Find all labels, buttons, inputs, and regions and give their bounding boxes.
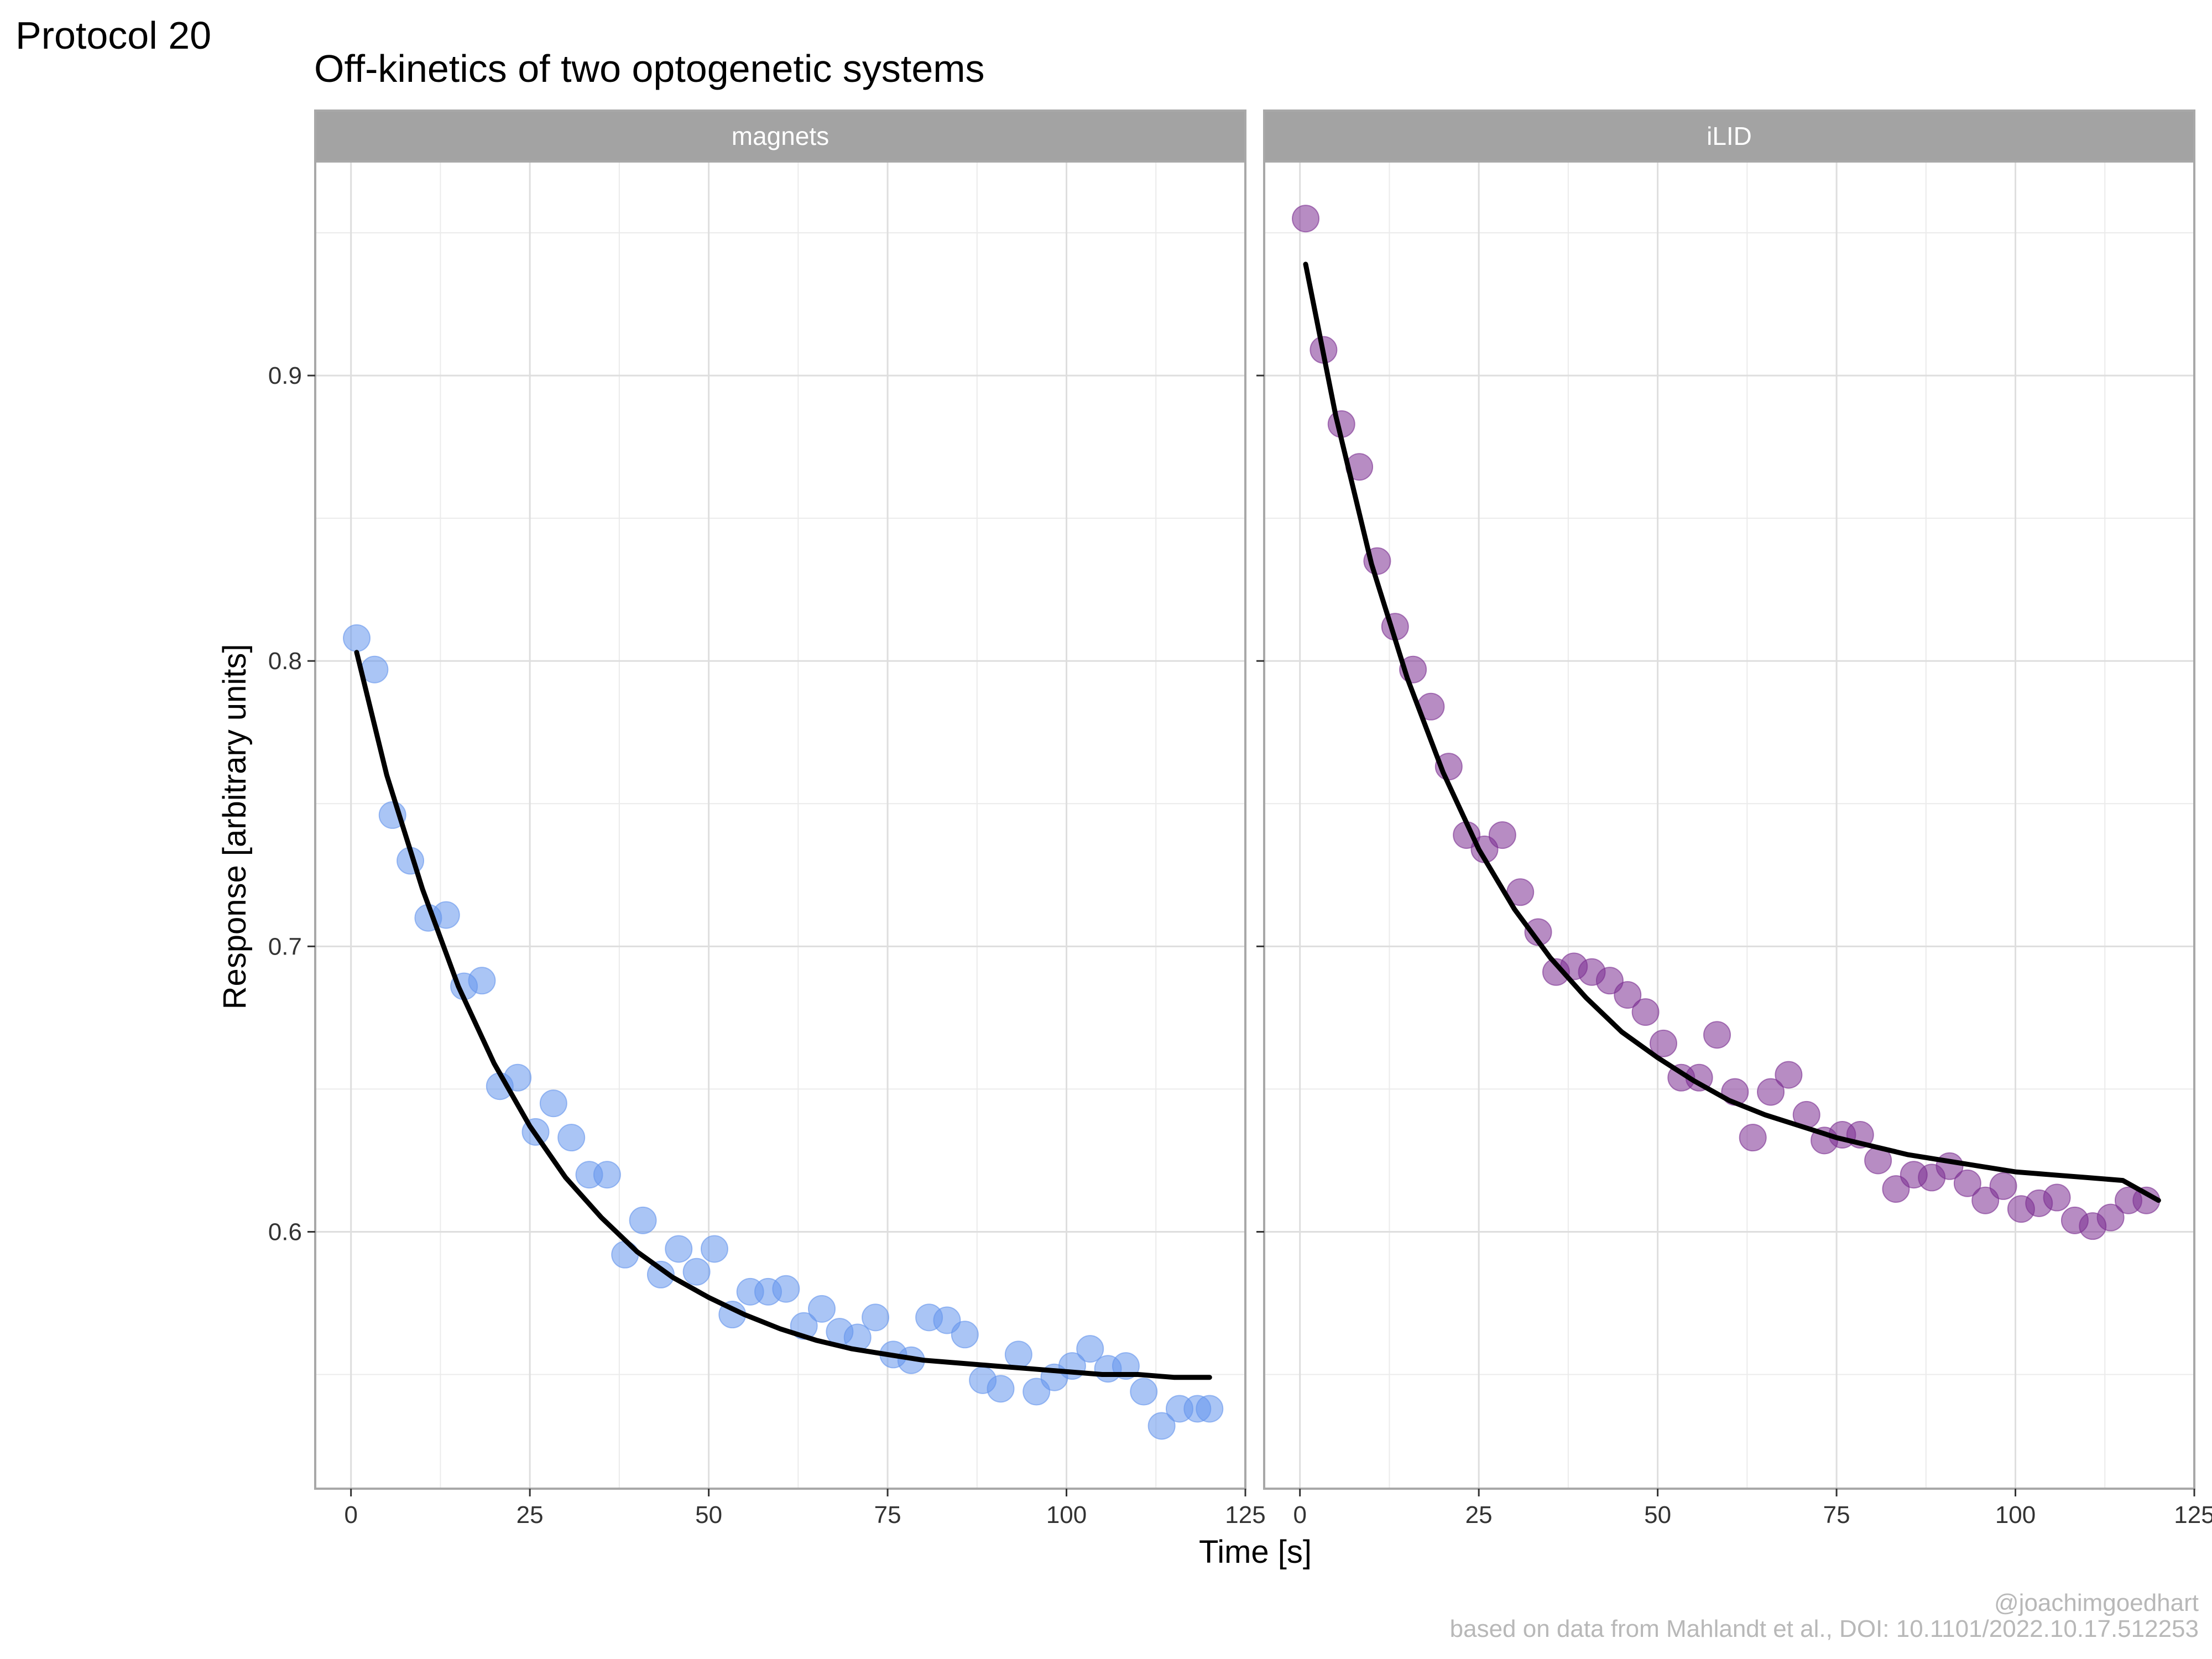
fit-curve-magnets (354, 650, 1212, 1380)
x-tick-label: 0 (344, 1501, 357, 1528)
data-point-magnets (1130, 1378, 1158, 1406)
author-credit: @joachimgoedhart (1994, 1589, 2199, 1616)
data-point-iLID (1739, 1124, 1767, 1152)
data-point-magnets (772, 1275, 800, 1303)
x-tick-label: 100 (1995, 1501, 2036, 1528)
x-axis-title: Time [s] (1199, 1534, 1312, 1570)
x-tick-label: 25 (1465, 1501, 1493, 1528)
y-tick-label: 0.6 (268, 1218, 302, 1245)
x-tick-label: 75 (1823, 1501, 1850, 1528)
x-tick-label: 75 (874, 1501, 901, 1528)
data-point-iLID (1775, 1061, 1803, 1089)
data-point-magnets (987, 1375, 1015, 1403)
data-point-iLID (1953, 1169, 1981, 1197)
data-point-iLID (1757, 1078, 1785, 1106)
facet-strip-label: magnets (732, 122, 829, 150)
facet-panels: magnets 0 25 50 75 100 125 0.6 0.7 0.8 0.9 iLID 0 25 5… (268, 109, 2212, 1528)
data-point-iLID (1292, 205, 1320, 233)
data-point-magnets (629, 1206, 657, 1234)
facet-strip (1263, 109, 2195, 163)
x-tick-label: 50 (1644, 1501, 1671, 1528)
y-tick-label: 0.9 (268, 362, 302, 389)
data-point-iLID (1649, 1029, 1677, 1057)
data-point-magnets (1004, 1340, 1032, 1369)
x-tick-label: 125 (1225, 1501, 1265, 1528)
data-point-magnets (665, 1235, 693, 1263)
x-tick-label: 100 (1046, 1501, 1087, 1528)
data-point-magnets (862, 1303, 890, 1332)
chart-title: Off-kinetics of two optogenetic systems (314, 47, 985, 90)
data-point-iLID (2043, 1183, 2071, 1212)
data-point-magnets (539, 1089, 567, 1118)
data-source-credit: based on data from Mahlandt et al., DOI:… (1450, 1615, 2199, 1642)
facet-panel-magnets: magnets 0 25 50 75 100 125 0.6 0.7 0.8 0.9 (268, 109, 1266, 1528)
panel-background (315, 161, 1245, 1489)
data-point-magnets (1147, 1412, 1176, 1440)
data-point-magnets (468, 967, 496, 995)
data-point-magnets (808, 1295, 836, 1323)
panel-background (1264, 161, 2194, 1489)
data-point-iLID (1631, 998, 1660, 1026)
data-point-iLID (1614, 981, 1642, 1009)
x-tick-label: 25 (517, 1501, 544, 1528)
data-point-iLID (2096, 1203, 2125, 1232)
y-tick-label: 0.8 (268, 648, 302, 675)
data-point-magnets (557, 1124, 586, 1152)
data-point-magnets (646, 1260, 675, 1288)
data-point-magnets (1076, 1335, 1104, 1363)
data-point-magnets (700, 1235, 728, 1263)
data-point-magnets (611, 1240, 639, 1269)
x-tick-label: 125 (2174, 1501, 2212, 1528)
protocol-label: Protocol 20 (15, 14, 211, 57)
fit-curve-iLID (1303, 262, 2161, 1203)
data-point-magnets (682, 1258, 711, 1286)
y-axis-title: Response [arbitrary units] (217, 644, 253, 1010)
x-tick-label: 0 (1293, 1501, 1306, 1528)
data-point-iLID (1488, 821, 1516, 849)
data-point-magnets (343, 624, 371, 652)
x-tick-label: 50 (695, 1501, 722, 1528)
data-point-iLID (1703, 1021, 1731, 1049)
data-point-magnets (951, 1321, 979, 1349)
data-point-iLID (1989, 1172, 2017, 1200)
facet-panel-iLID: iLID 0 25 50 75 100 125 (1256, 109, 2212, 1528)
data-point-magnets (1196, 1395, 1224, 1423)
data-point-magnets (593, 1161, 621, 1189)
y-tick-label: 0.7 (268, 933, 302, 960)
facet-strip-label: iLID (1707, 122, 1752, 150)
facet-strip (314, 109, 1246, 163)
